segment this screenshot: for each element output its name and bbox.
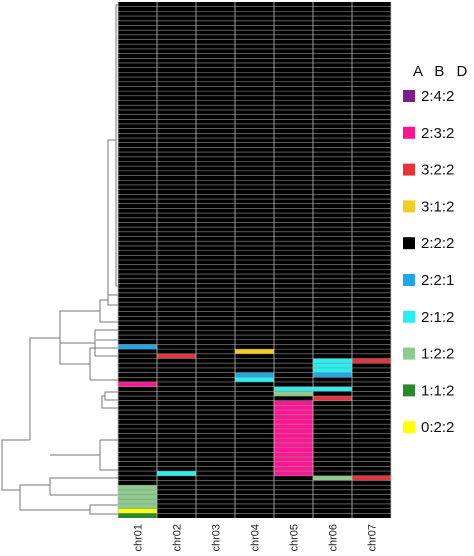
legend-header: A B D bbox=[413, 63, 471, 80]
legend-label-1-1-2: 1:1:2 bbox=[421, 382, 454, 399]
heatmap-cell-chr07-3-2-2 bbox=[352, 475, 391, 481]
column-label-chr05: chr05 bbox=[289, 524, 301, 552]
heatmap-cell-chr02-2-1-2 bbox=[157, 471, 196, 476]
legend-swatch-3-1-2 bbox=[403, 200, 415, 213]
legend-label-3-1-2: 3:1:2 bbox=[421, 198, 454, 215]
dendrogram-branch bbox=[107, 139, 110, 300]
column-label-chr02: chr02 bbox=[172, 524, 184, 552]
legend-swatch-1-1-2 bbox=[403, 384, 415, 397]
column-label-chr07: chr07 bbox=[367, 524, 379, 552]
heatmap-cell-chr01-2-3-2 bbox=[118, 381, 157, 387]
row-separators bbox=[117, 2, 392, 518]
dendrogram-branch bbox=[94, 329, 118, 356]
heatmap-cell-chr01-1-1-2 bbox=[118, 513, 157, 518]
dendrogram-branch bbox=[89, 504, 118, 515]
dendrogram-branch bbox=[107, 294, 118, 306]
dendrogram-branch bbox=[89, 347, 118, 380]
dendrogram-branch bbox=[19, 484, 90, 511]
legend-label-2-2-2: 2:2:2 bbox=[421, 235, 454, 252]
heatmap-cell-chr04-2-1-2 bbox=[235, 377, 274, 382]
column-label-chr06: chr06 bbox=[328, 524, 340, 552]
heatmap-cell-chr05-1-2-2 bbox=[274, 391, 313, 397]
dendrogram-branch bbox=[104, 391, 118, 401]
legend-label-0-2-2: 0:2:2 bbox=[421, 419, 454, 436]
heatmap-cell-chr01-2-2-1 bbox=[118, 344, 157, 350]
legend-swatch-3-2-2 bbox=[403, 163, 415, 176]
legend-label-2-4-2: 2:4:2 bbox=[421, 88, 454, 105]
heatmap-cell-chr04-3-1-2 bbox=[235, 349, 274, 354]
legend-swatch-2-2-2 bbox=[403, 237, 415, 250]
legend-label-2-1-2: 2:1:2 bbox=[421, 309, 454, 326]
legend-swatch-2-1-2 bbox=[403, 310, 415, 323]
dendrogram-branch bbox=[59, 310, 100, 365]
legend-label-1-2-2: 1:2:2 bbox=[421, 346, 454, 363]
column-label-chr03: chr03 bbox=[211, 524, 223, 552]
legend-swatch-2-3-2 bbox=[403, 126, 415, 139]
legend-label-2-2-1: 2:2:1 bbox=[421, 272, 454, 289]
legend-label-3-2-2: 3:2:2 bbox=[421, 162, 454, 179]
heatmap-cell-chr06-2-2-1 bbox=[313, 372, 352, 378]
dendrogram-branch bbox=[99, 439, 118, 471]
heatmap-grid bbox=[117, 2, 392, 518]
heatmap-cell-chr04-2-2-1 bbox=[235, 372, 274, 378]
legend: A B D 2:4:2 2:3:2 3:2:2 3:1:2 2:2:2 2:2:1 2:1:… bbox=[403, 63, 471, 436]
legend-swatch-0-2-2 bbox=[403, 421, 415, 434]
dendrogram-branch bbox=[49, 477, 118, 495]
heatmap-cell-chr05-2-1-2 bbox=[274, 386, 313, 392]
column-label-chr04: chr04 bbox=[250, 524, 262, 552]
column-labels: chr01 chr02 chr03 chr04 chr05 chr06 chr07 bbox=[133, 524, 379, 552]
heatmap-cell-chr06-1-2-2 bbox=[313, 475, 352, 481]
dendrogram-branch bbox=[1, 439, 30, 491]
dendrogram-branch bbox=[115, 4, 118, 287]
heatmap-cell-chr06-2-1-2 bbox=[313, 386, 352, 392]
legend-swatch-1-2-2 bbox=[403, 347, 415, 360]
legend-swatch-2-4-2 bbox=[403, 90, 415, 102]
heatmap-cell-chr01-0-2-2 bbox=[118, 508, 157, 514]
row-dendrogram bbox=[1, 4, 118, 515]
heatmap-cell-chr02-3-2-2 bbox=[157, 353, 196, 359]
legend-swatch-2-2-1 bbox=[403, 274, 415, 286]
dendrogram-branch bbox=[29, 337, 60, 440]
heatmap-cell-chr07-3-2-2 bbox=[352, 358, 391, 364]
legend-label-2-3-2: 2:3:2 bbox=[421, 125, 454, 142]
column-label-chr01: chr01 bbox=[133, 524, 145, 552]
dendrogram-branch bbox=[101, 395, 118, 409]
dendrogram-branch bbox=[99, 299, 118, 323]
heatmap-cell-chr06-3-2-2 bbox=[313, 396, 352, 401]
